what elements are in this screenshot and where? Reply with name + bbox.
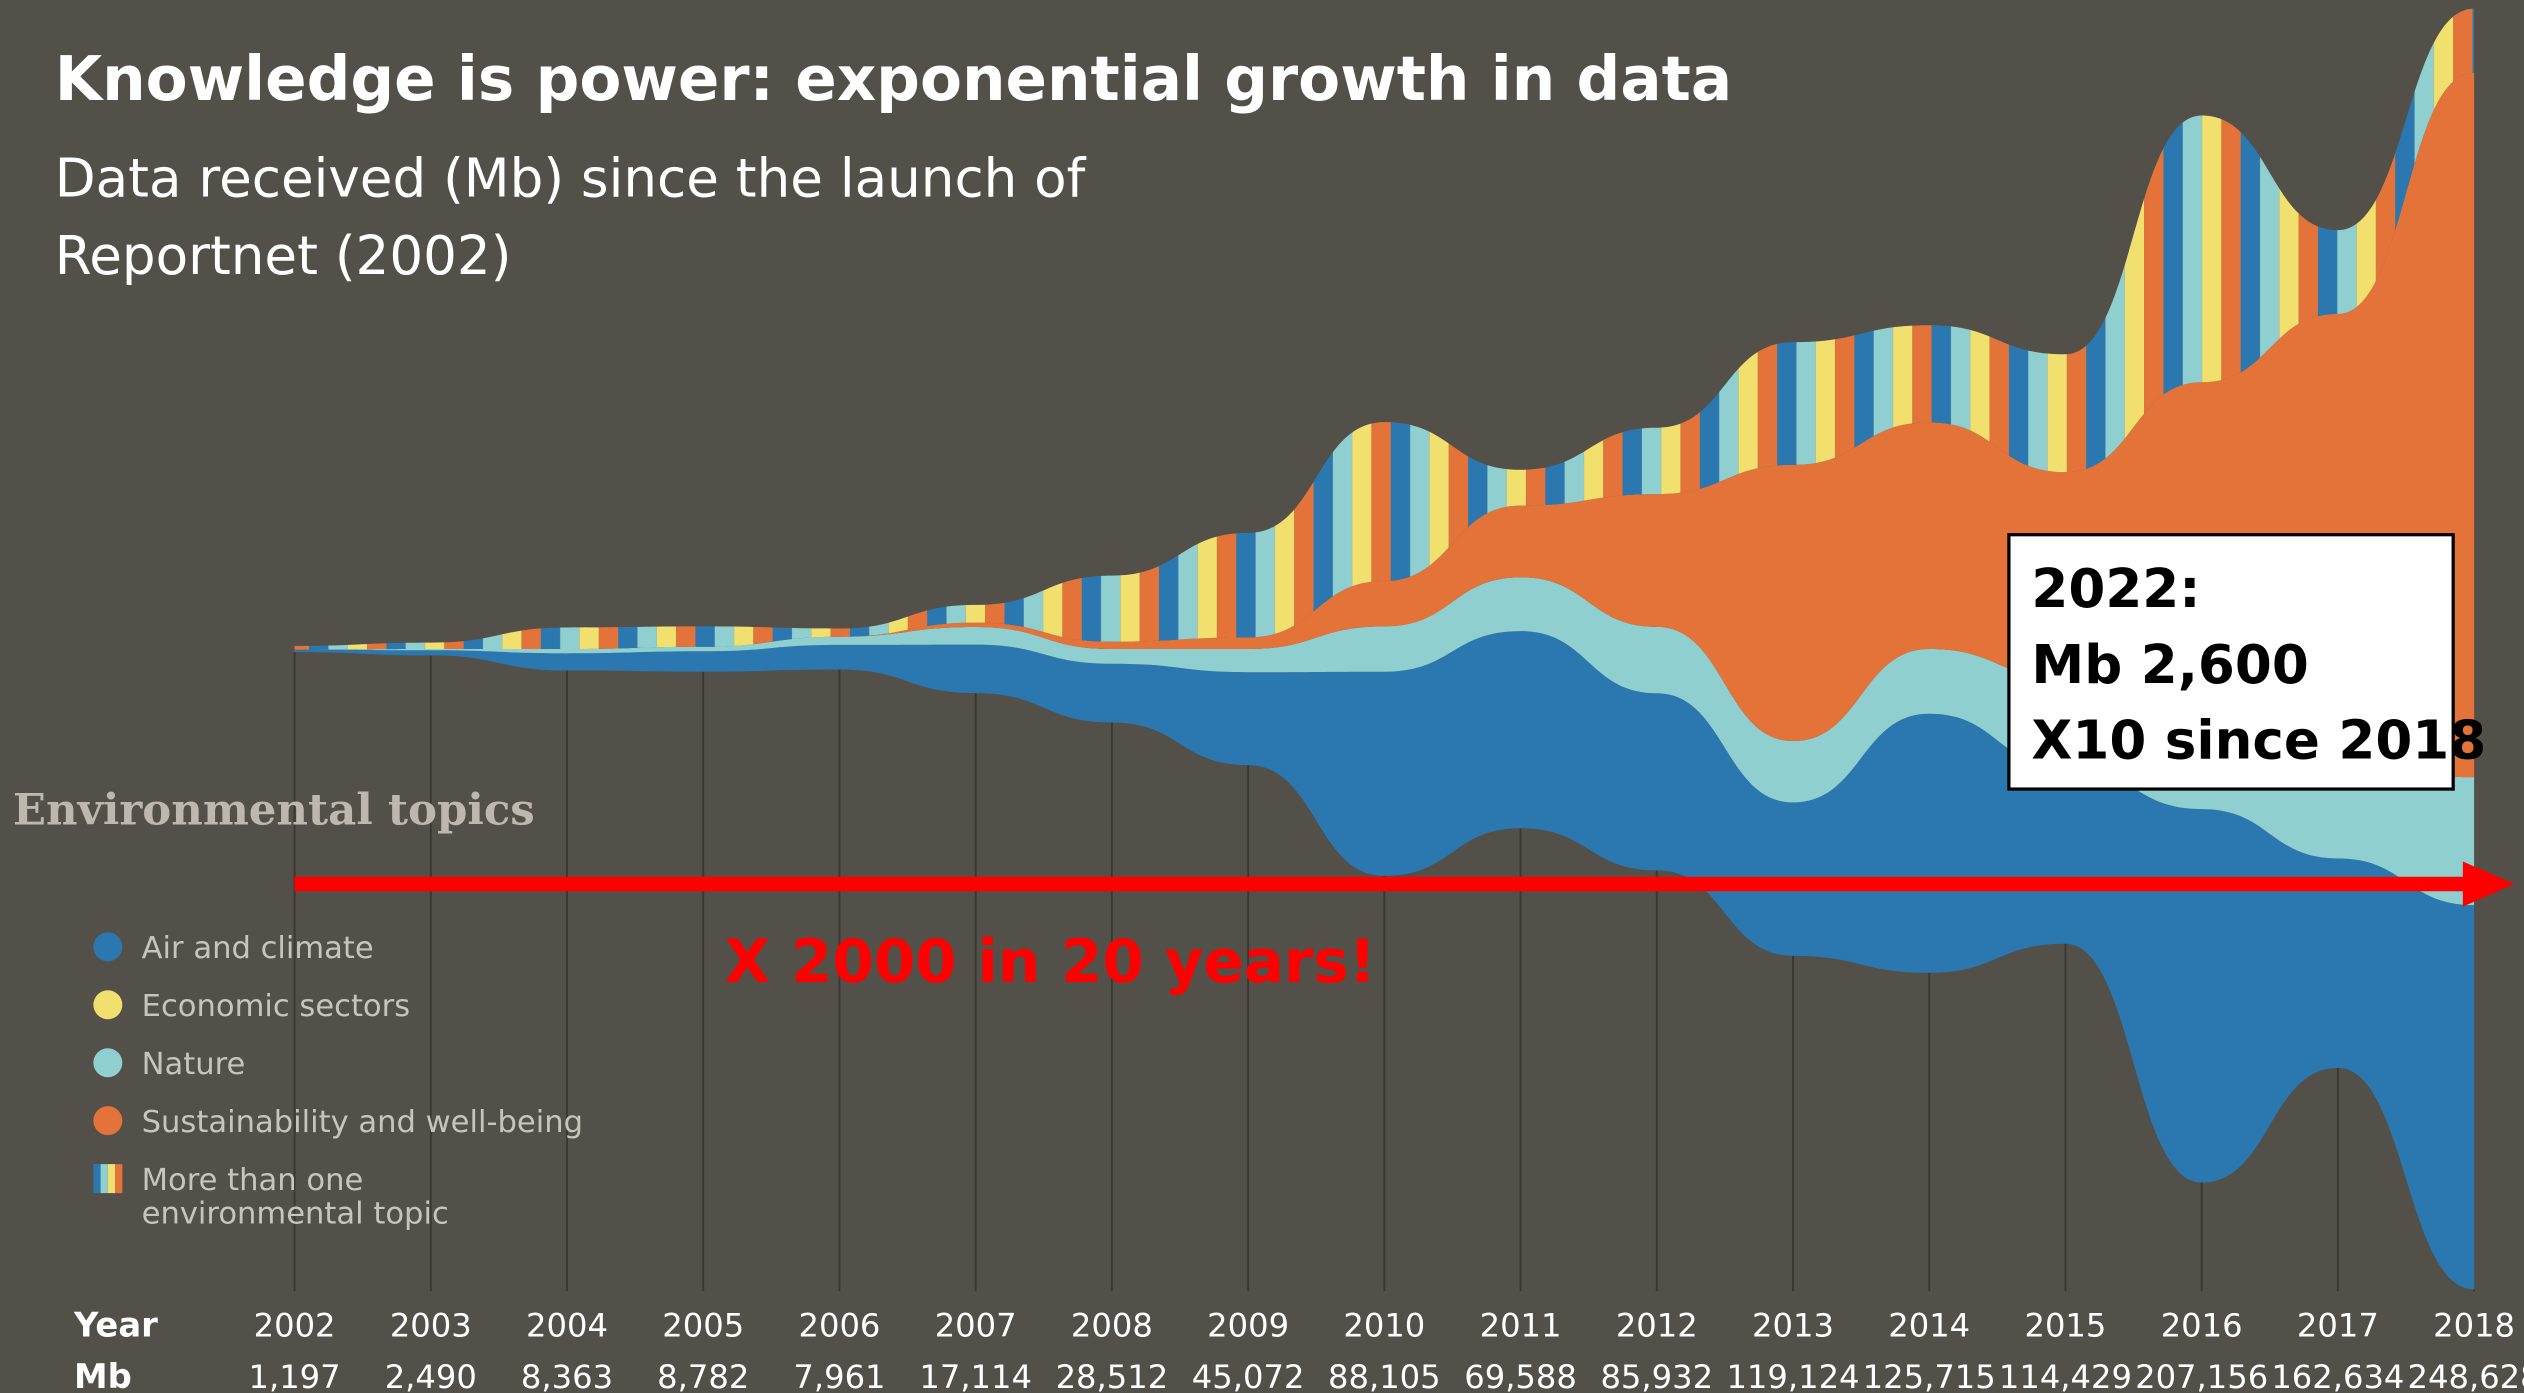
- year-label: 2008: [1071, 1306, 1153, 1344]
- year-label: 2004: [526, 1306, 608, 1344]
- legend-label: Economic sectors: [142, 989, 411, 1024]
- year-label: 2005: [662, 1306, 744, 1344]
- legend-swatch: [93, 1048, 123, 1078]
- mb-label: 8,363: [521, 1358, 613, 1393]
- callout-text: 2022:: [2031, 558, 2200, 620]
- annotation: X 2000 in 20 years!: [724, 928, 1376, 997]
- mb-label: 114,429: [1999, 1358, 2132, 1393]
- mb-label: 8,782: [657, 1358, 749, 1393]
- legend-swatch: [93, 990, 123, 1020]
- year-label: 2018: [2433, 1306, 2515, 1344]
- legend-label: More than one environmental topic: [142, 1163, 449, 1232]
- subtitle: Data received (Mb) since the launch of: [55, 148, 1087, 210]
- mb-label: 88,105: [1328, 1358, 1441, 1393]
- year-label: 2011: [1480, 1306, 1562, 1344]
- mb-label: 1,197: [248, 1358, 340, 1393]
- arrow-head: [2462, 861, 2515, 907]
- stream-area: [294, 631, 2475, 1290]
- year-label: 2015: [2024, 1306, 2106, 1344]
- year-label: 2013: [1752, 1306, 1834, 1344]
- mb-label: 7,961: [793, 1358, 885, 1393]
- mb-label: 69,588: [1464, 1358, 1577, 1393]
- year-label: 2006: [798, 1306, 880, 1344]
- mb-label: 2,490: [385, 1358, 477, 1393]
- year-label: 2010: [1343, 1306, 1425, 1344]
- table: 2002 1,197 2003 2,490 2004 8,363 2005 8,782 2006…: [248, 1306, 2524, 1393]
- legend-label: Nature: [142, 1047, 246, 1082]
- row-label: Mb: [74, 1357, 132, 1393]
- stream-areas: [294, 8, 2475, 1290]
- legend-title: Environmental topics: [13, 784, 535, 835]
- year-label: 2002: [254, 1306, 336, 1344]
- mb-label: 85,932: [1600, 1358, 1713, 1393]
- year-label: 2007: [935, 1306, 1017, 1344]
- year-label: 2009: [1207, 1306, 1289, 1344]
- mb-label: 119,124: [1726, 1358, 1859, 1393]
- legend: Air and climate Economic sectors Nature Sus…: [93, 931, 583, 1232]
- year-lines: [293, 652, 2476, 1292]
- year-label: 2003: [390, 1306, 472, 1344]
- subtitle: Reportnet (2002): [55, 225, 512, 287]
- legend-label: Air and climate: [142, 931, 374, 966]
- row-label: Year: [73, 1305, 158, 1344]
- stream-area: [294, 8, 2475, 650]
- legend-swatch: [115, 1164, 123, 1194]
- legend-swatch: [100, 1164, 108, 1194]
- mb-label: 28,512: [1056, 1358, 1169, 1393]
- mb-label: 125,715: [1863, 1358, 1996, 1393]
- mb-label: 248,628: [2408, 1358, 2524, 1393]
- callout-text: X10 since 2018: [2031, 709, 2486, 771]
- legend-swatch: [93, 1106, 123, 1136]
- mb-label: 45,072: [1192, 1358, 1305, 1393]
- callout-box: [2007, 533, 2455, 791]
- callout-text: Mb 2,600: [2031, 634, 2308, 696]
- year-label: 2017: [2297, 1306, 2379, 1344]
- legend-swatch: [93, 1164, 101, 1194]
- chart-title: Knowledge is power: exponential growth i…: [55, 44, 1732, 115]
- mb-label: 162,634: [2271, 1358, 2404, 1393]
- legend-swatch: [93, 932, 123, 962]
- stream-area: [294, 577, 2475, 906]
- year-label: 2016: [2161, 1306, 2243, 1344]
- mb-label: 207,156: [2135, 1358, 2268, 1393]
- stream-area: [294, 72, 2475, 778]
- legend-swatch: [107, 1164, 116, 1194]
- mb-label: 17,114: [919, 1358, 1032, 1393]
- year-label: 2014: [1888, 1306, 1970, 1344]
- legend-label: Sustainability and well-being: [142, 1105, 583, 1140]
- year-label: 2012: [1616, 1306, 1698, 1344]
